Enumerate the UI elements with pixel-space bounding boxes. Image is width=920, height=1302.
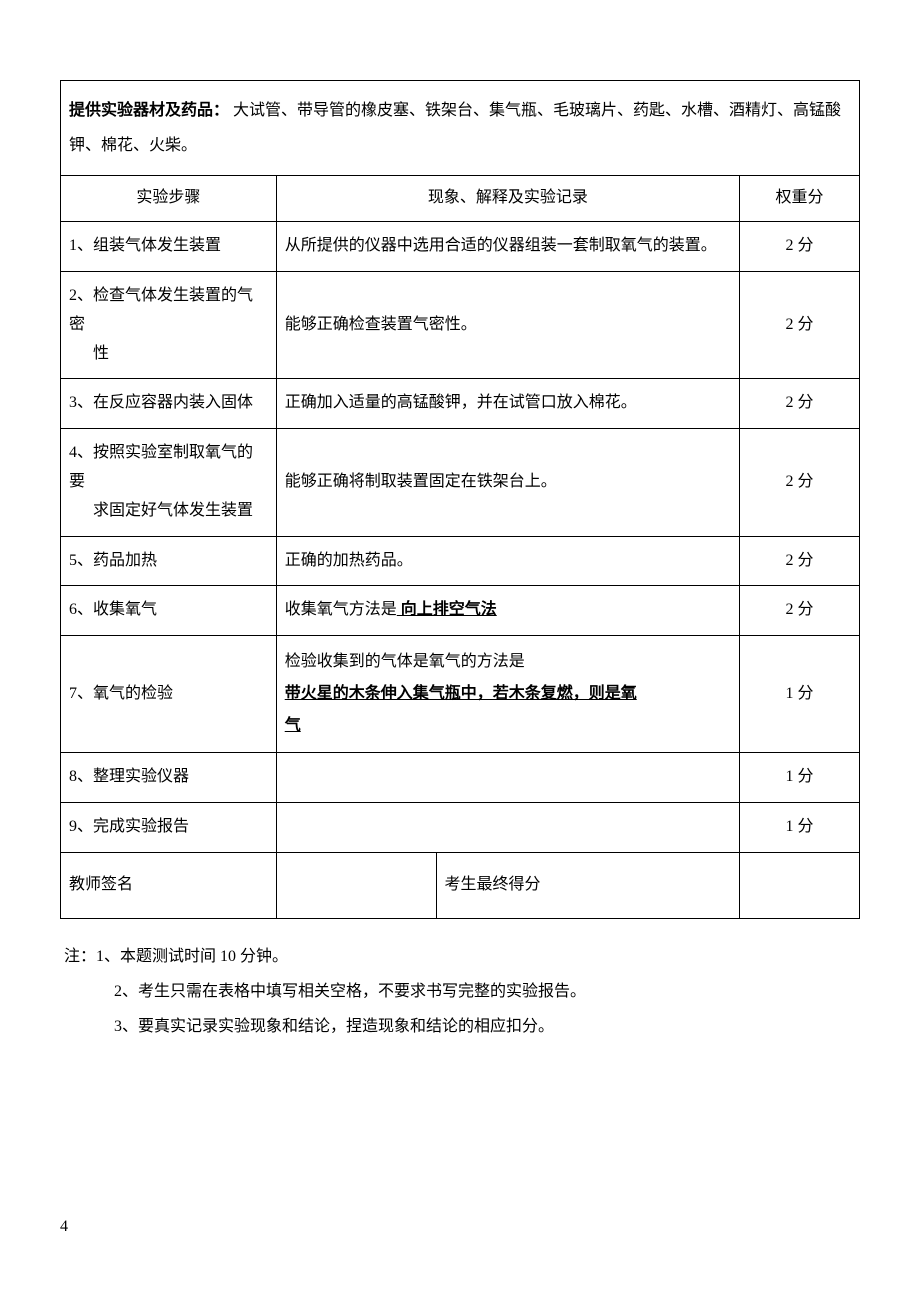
- desc-cell: 从所提供的仪器中选用合适的仪器组装一套制取氧气的装置。: [276, 222, 739, 272]
- score-cell: 1 分: [740, 802, 860, 852]
- desc-underline-line1: 带火星的木条伸入集气瓶中，若木条复燃，则是氧: [285, 685, 637, 702]
- note-1: 注：1、本题测试时间 10 分钟。: [64, 939, 860, 974]
- step-text-line1: 2、检查气体发生装置的气密: [69, 287, 253, 333]
- desc-cell: [276, 802, 739, 852]
- notes-section: 注：1、本题测试时间 10 分钟。 2、考生只需在表格中填写相关空格，不要求书写…: [60, 939, 860, 1045]
- header-row: 实验步骤 现象、解释及实验记录 权重分: [61, 176, 860, 222]
- step-cell: 4、按照实验室制取氧气的要 求固定好气体发生装置: [61, 429, 277, 536]
- header-step: 实验步骤: [61, 176, 277, 222]
- page-number: 4: [60, 1213, 68, 1242]
- materials-label: 提供实验器材及药品：: [69, 102, 229, 119]
- experiment-table: 提供实验器材及药品： 大试管、带导管的橡皮塞、铁架台、集气瓶、毛玻璃片、药匙、水…: [60, 80, 860, 919]
- desc-underline: 向上排空气法: [397, 601, 497, 618]
- score-cell: 2 分: [740, 222, 860, 272]
- table-row: 1、组装气体发生装置 从所提供的仪器中选用合适的仪器组装一套制取氧气的装置。 2…: [61, 222, 860, 272]
- student-score-label: 考生最终得分: [436, 852, 740, 918]
- table-row: 8、整理实验仪器 1 分: [61, 753, 860, 803]
- desc-underline-line2: 气: [285, 717, 301, 734]
- desc-line1: 检验收集到的气体是氧气的方法是: [285, 653, 525, 670]
- desc-cell: 能够正确将制取装置固定在铁架台上。: [276, 429, 739, 536]
- score-cell: 2 分: [740, 429, 860, 536]
- teacher-sig-label: 教师签名: [61, 852, 277, 918]
- desc-cell: 正确加入适量的高锰酸钾，并在试管口放入棉花。: [276, 379, 739, 429]
- table-row: 4、按照实验室制取氧气的要 求固定好气体发生装置 能够正确将制取装置固定在铁架台…: [61, 429, 860, 536]
- step-cell: 9、完成实验报告: [61, 802, 277, 852]
- materials-row: 提供实验器材及药品： 大试管、带导管的橡皮塞、铁架台、集气瓶、毛玻璃片、药匙、水…: [61, 81, 860, 176]
- signature-row: 教师签名 考生最终得分: [61, 852, 860, 918]
- table-row: 3、在反应容器内装入固体 正确加入适量的高锰酸钾，并在试管口放入棉花。 2 分: [61, 379, 860, 429]
- note-3: 3、要真实记录实验现象和结论，捏造现象和结论的相应扣分。: [64, 1009, 860, 1044]
- table-row: 6、收集氧气 收集氧气方法是 向上排空气法 2 分: [61, 586, 860, 636]
- desc-prefix: 收集氧气方法是: [285, 601, 397, 618]
- score-cell: 1 分: [740, 753, 860, 803]
- table-row: 2、检查气体发生装置的气密 性 能够正确检查装置气密性。 2 分: [61, 271, 860, 378]
- step-cell: 5、药品加热: [61, 536, 277, 586]
- student-score-blank: [740, 852, 860, 918]
- desc-cell: 正确的加热药品。: [276, 536, 739, 586]
- score-cell: 2 分: [740, 379, 860, 429]
- step-cell: 3、在反应容器内装入固体: [61, 379, 277, 429]
- table-row: 7、氧气的检验 检验收集到的气体是氧气的方法是 带火星的木条伸入集气瓶中，若木条…: [61, 636, 860, 753]
- step-cell: 1、组装气体发生装置: [61, 222, 277, 272]
- step-text-line2: 求固定好气体发生装置: [69, 502, 253, 519]
- score-cell: 2 分: [740, 536, 860, 586]
- materials-cell: 提供实验器材及药品： 大试管、带导管的橡皮塞、铁架台、集气瓶、毛玻璃片、药匙、水…: [61, 81, 860, 176]
- step-cell: 6、收集氧气: [61, 586, 277, 636]
- desc-cell: [276, 753, 739, 803]
- note-2: 2、考生只需在表格中填写相关空格，不要求书写完整的实验报告。: [64, 974, 860, 1009]
- step-text-line2: 性: [69, 345, 109, 362]
- score-cell: 2 分: [740, 586, 860, 636]
- desc-cell: 能够正确检查装置气密性。: [276, 271, 739, 378]
- step-cell: 8、整理实验仪器: [61, 753, 277, 803]
- desc-cell: 收集氧气方法是 向上排空气法: [276, 586, 739, 636]
- header-score: 权重分: [740, 176, 860, 222]
- step-text-line1: 4、按照实验室制取氧气的要: [69, 444, 253, 490]
- step-cell: 2、检查气体发生装置的气密 性: [61, 271, 277, 378]
- table-row: 9、完成实验报告 1 分: [61, 802, 860, 852]
- score-cell: 2 分: [740, 271, 860, 378]
- header-desc: 现象、解释及实验记录: [276, 176, 739, 222]
- table-row: 5、药品加热 正确的加热药品。 2 分: [61, 536, 860, 586]
- teacher-sig-blank: [276, 852, 436, 918]
- desc-cell: 检验收集到的气体是氧气的方法是 带火星的木条伸入集气瓶中，若木条复燃，则是氧 气: [276, 636, 739, 753]
- score-cell: 1 分: [740, 636, 860, 753]
- step-cell: 7、氧气的检验: [61, 636, 277, 753]
